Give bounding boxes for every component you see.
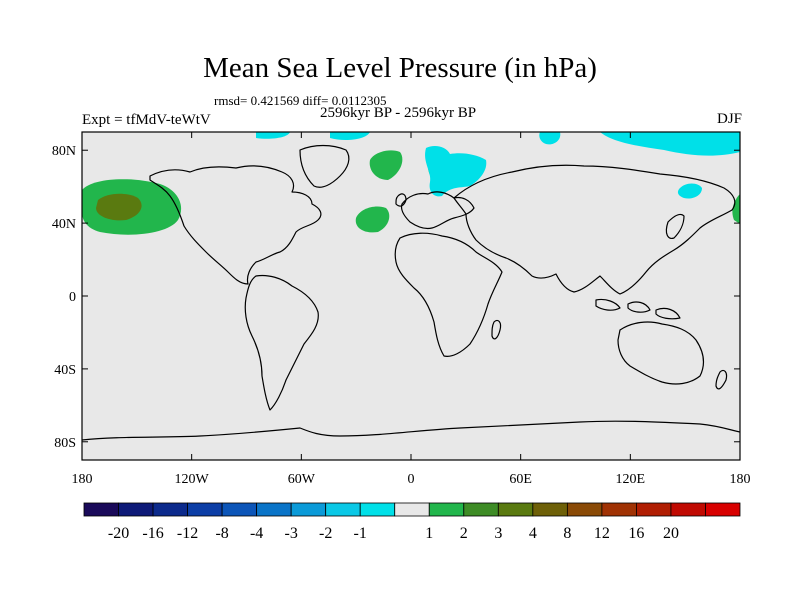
anomaly-arctic-strip-2 — [330, 132, 370, 140]
map-title: Mean Sea Level Pressure (in hPa) — [203, 52, 597, 84]
colorbar-label: -20 — [108, 525, 129, 542]
y-axis: 80N 40N 0 40S 80S — [52, 144, 740, 451]
y-tick-label: 0 — [69, 290, 76, 305]
colorbar-box — [152, 502, 188, 517]
stats-text: rmsd= 0.421569 diff= 0.0112305 — [214, 93, 387, 108]
colorbar-box — [566, 502, 603, 517]
colorbar-label: -2 — [319, 525, 332, 542]
coast-greenland — [299, 144, 350, 188]
anomaly-arctic-east — [600, 132, 740, 156]
colorbar-label: -1 — [354, 525, 367, 542]
x-axis: 180 120W 60W 0 60E 120E 180 — [72, 132, 751, 487]
anomaly-nw-pacific-edge — [732, 194, 740, 224]
colorbar-box — [221, 502, 258, 517]
coast-antarctica — [82, 420, 740, 441]
colorbar-label: -4 — [250, 525, 263, 542]
x-tick-label: 180 — [730, 472, 751, 487]
coast-british-isles — [395, 193, 407, 207]
colorbar-box — [187, 502, 223, 517]
anomaly-east-siberia — [677, 183, 702, 199]
colorbar-label: 2 — [460, 525, 468, 542]
anomaly-arctic-rim — [539, 132, 561, 145]
colorbar-box — [705, 502, 741, 517]
anomaly-shading — [82, 132, 740, 235]
colorbar-label: 8 — [563, 525, 571, 542]
colorbar-label: 16 — [628, 525, 644, 542]
colorbar-label: -8 — [215, 525, 228, 542]
colorbar-label: 1 — [425, 525, 433, 542]
coastlines — [82, 144, 740, 441]
y-tick-label: 40N — [52, 217, 76, 232]
coast-south-america — [244, 274, 319, 411]
colorbar-label: -16 — [142, 525, 163, 542]
colorbar-label: -12 — [177, 525, 198, 542]
colorbar-label: 20 — [663, 525, 679, 542]
season-label: DJF — [716, 111, 742, 127]
colorbar-box — [601, 502, 637, 517]
colorbar-label: 12 — [594, 525, 610, 542]
x-tick-label: 0 — [408, 472, 415, 487]
colorbar-box — [636, 502, 672, 517]
plot-area — [82, 132, 740, 460]
coast-north-america — [149, 165, 322, 285]
colorbar-label: 4 — [529, 525, 537, 542]
colorbar-label: -3 — [284, 525, 297, 542]
colorbar-box — [670, 502, 706, 517]
coast-new-zealand — [715, 369, 728, 390]
coast-madagascar — [491, 319, 502, 340]
anomaly-north-atlantic — [355, 206, 390, 233]
colorbar-box — [325, 502, 361, 517]
colorbar-box — [532, 502, 568, 517]
y-tick-label: 40S — [54, 363, 76, 378]
colorbar-box — [118, 502, 154, 517]
colorbar-box — [428, 502, 465, 517]
x-tick-label: 120W — [175, 472, 210, 487]
x-tick-label: 120E — [616, 472, 646, 487]
anomaly-greenland-sea — [369, 150, 403, 180]
coast-africa — [394, 232, 503, 357]
y-tick-label: 80N — [52, 144, 76, 159]
x-tick-label: 60W — [288, 472, 316, 487]
period-text: 2596kyr BP - 2596kyr BP — [320, 105, 477, 121]
colorbar: -20 -16 -12 -8 -4 -3 -2 -1 1 2 3 4 8 12 16 20 — [83, 502, 741, 542]
anomaly-north-pacific-core — [96, 193, 142, 221]
colorbar-label: 3 — [494, 525, 502, 542]
colorbar-box — [290, 502, 327, 517]
anomaly-arctic-europe — [425, 146, 487, 197]
coast-australia — [617, 321, 705, 385]
colorbar-box — [394, 502, 430, 517]
coast-japan — [665, 213, 685, 239]
coast-asia — [453, 164, 736, 295]
colorbar-box — [359, 502, 396, 517]
colorbar-box — [83, 502, 119, 517]
x-tick-label: 60E — [509, 472, 532, 487]
y-tick-label: 80S — [54, 436, 76, 451]
coast-indonesia — [595, 298, 681, 320]
anomaly-arctic-strip — [256, 132, 290, 139]
colorbar-box — [463, 502, 499, 517]
colorbar-box — [497, 502, 534, 517]
colorbar-box — [256, 502, 292, 517]
experiment-label: Expt = tfMdV-teWtV — [82, 112, 211, 128]
x-tick-label: 180 — [72, 472, 93, 487]
